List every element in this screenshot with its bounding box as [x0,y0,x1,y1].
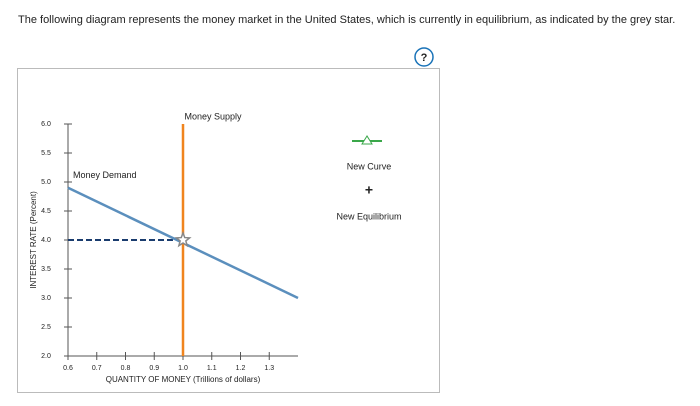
x-tick-label: 0.8 [121,365,131,372]
x-axis-label: QUANTITY OF MONEY (Trillions of dollars) [106,375,261,384]
x-tick-label: 0.6 [63,365,73,372]
new-equilibrium-icon[interactable]: + [365,182,373,198]
x-tick-label: 1.1 [207,365,217,372]
x-tick-label: 0.9 [149,365,159,372]
y-tick-label: 4.5 [41,208,51,215]
y-tick-label: 5.0 [41,179,51,186]
palette-item[interactable]: New Equilibrium [336,211,401,221]
equilibrium-star [174,230,192,248]
y-tick-label: 5.5 [41,150,51,157]
y-tick-label: 3.0 [41,295,51,302]
y-axis-label: INTEREST RATE (Percent) [29,191,38,289]
help-label[interactable]: ? [421,52,428,64]
y-tick-label: 3.5 [41,266,51,273]
y-tick-label: 6.0 [41,121,51,128]
plot: 2.0 2.5 3.0 3.5 4.0 4.5 5.0 5.5 6.0 0.6 0.7 0.8 0.9 1… [29,111,299,384]
palette-item[interactable]: New Curve [347,161,392,171]
question: The following diagram represents the mon… [18,14,675,26]
x-tick-label: 0.7 [92,365,102,372]
new-curve-icon-marker[interactable] [361,135,373,145]
y-tick-label: 2.0 [41,353,51,360]
help-button[interactable] [414,47,434,67]
series-label: Money Supply [184,111,242,121]
series-label: Money Demand [73,170,137,180]
x-tick-label: 1.3 [264,365,274,372]
x-tick-label: 1.2 [236,365,246,372]
graph-frame [17,68,440,393]
x-tick-label: 1.0 [178,365,188,372]
y-tick-label: 4.0 [41,237,51,244]
y-tick-label: 2.5 [41,324,51,331]
